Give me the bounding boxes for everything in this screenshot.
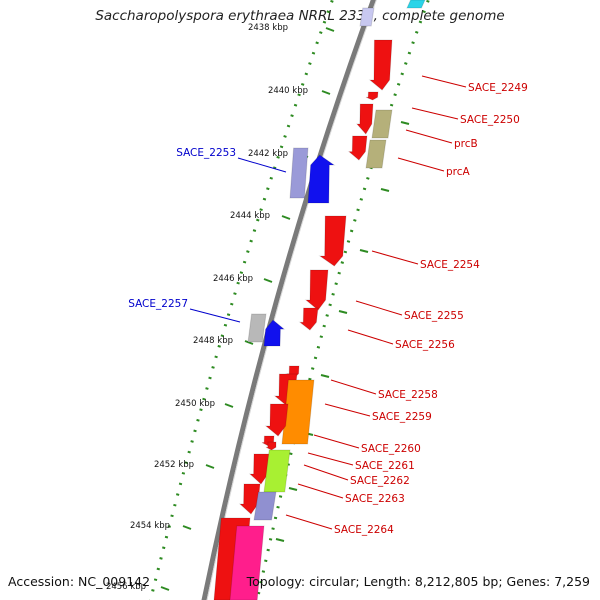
gene-prcA-olive: [365, 139, 387, 169]
gene-prcA: [347, 135, 368, 161]
kbp-tick-label: 2450 kbp: [175, 399, 215, 409]
gene-label-prcB: prcB: [454, 138, 478, 150]
gene-prcB: [355, 103, 374, 135]
kbp-tick-label: 2456 kbp: [106, 582, 146, 592]
gene-label-SACE_2255: SACE_2255: [404, 310, 464, 322]
gene-SACE_2264-magenta: [229, 525, 265, 600]
gene-SACE_2256: [298, 307, 319, 331]
kbp-tick-mark: [160, 586, 170, 591]
gene-label-SACE_2258: SACE_2258: [378, 389, 438, 401]
label-leader-line: [347, 329, 394, 345]
gene-SACE_2249: [368, 39, 393, 91]
kbp-tick-label: 2444 kbp: [230, 211, 270, 221]
kbp-tick-mark: [281, 215, 291, 220]
gene-SACE_2253-gray: [289, 147, 309, 199]
kbp-tick-mark: [224, 403, 234, 408]
gene-label-SACE_2259: SACE_2259: [372, 411, 432, 423]
gene-SACE_2263-gray: [253, 491, 277, 521]
map-title: Saccharopolyspora erythraea NRRL 2338, c…: [95, 8, 505, 24]
minor-tick-mark: [288, 487, 298, 491]
gene-SACE_2255: [304, 269, 329, 311]
kbp-tick-label: 2452 kbp: [154, 460, 194, 470]
gene-SACE_2257: [263, 319, 286, 347]
gene-SACE_2261b: [265, 441, 277, 451]
minor-tick-mark: [338, 310, 348, 314]
gene-label-SACE_2264: SACE_2264: [334, 524, 394, 536]
label-leader-line: [237, 157, 287, 173]
kbp-tick-label: 2440 kbp: [268, 86, 308, 96]
kbp-tick-label: 2454 kbp: [130, 521, 170, 531]
label-leader-line: [405, 129, 453, 144]
gene-cyan-top: [406, 0, 426, 9]
label-leader-line: [411, 107, 459, 120]
gene-SACE_2263: [238, 483, 261, 515]
gene-label-SACE_2260: SACE_2260: [361, 443, 421, 455]
gene-SACE_2260: [264, 403, 289, 437]
label-leader-line: [313, 434, 360, 449]
kbp-tick-mark: [321, 90, 331, 95]
gene-label-SACE_2256: SACE_2256: [395, 339, 455, 351]
topology-text: Topology: circular; Length: 8,212,805 bp…: [246, 574, 590, 589]
label-leader-line: [303, 464, 349, 481]
kbp-tick-mark: [244, 340, 254, 345]
kbp-tick-mark: [205, 464, 215, 469]
gene-label-SACE_2253: SACE_2253: [176, 147, 236, 159]
gene-SACE_2250: [365, 91, 379, 101]
gene-SACE_2257-gray: [247, 313, 267, 343]
label-leader-line: [371, 250, 419, 265]
minor-tick-mark: [400, 121, 410, 125]
kbp-tick-label: 2442 kbp: [248, 149, 288, 159]
kbp-tick-mark: [263, 278, 273, 283]
kbp-tick-label: 2446 kbp: [213, 274, 253, 284]
gene-SACE_2262-lime: [263, 449, 291, 493]
minor-tick-mark: [275, 538, 285, 542]
gene-label-SACE_2257: SACE_2257: [128, 298, 188, 310]
label-leader-line: [330, 379, 377, 395]
gene-SACE_2253: [307, 154, 336, 204]
label-leader-line: [297, 483, 344, 499]
label-leader-line: [324, 403, 371, 417]
kbp-tick-label: 2448 kbp: [193, 336, 233, 346]
minor-tick-mark: [359, 249, 369, 253]
label-leader-line: [307, 452, 354, 466]
minor-tick-mark: [320, 374, 330, 378]
kbp-tick-mark: [182, 525, 192, 530]
label-leader-line: [285, 514, 333, 530]
gene-label-SACE_2261: SACE_2261: [355, 460, 415, 472]
gene-label-SACE_2262: SACE_2262: [350, 475, 410, 487]
kbp-tick-mark: [325, 27, 335, 32]
accession-text: Accession: NC_009142: [8, 574, 151, 589]
gene-label-SACE_2254: SACE_2254: [420, 259, 480, 271]
label-leader-line: [189, 308, 241, 323]
gene-label-prcA: prcA: [446, 166, 471, 178]
label-leader-line: [421, 75, 467, 88]
gene-label-SACE_2250: SACE_2250: [460, 114, 520, 126]
gene-label-SACE_2263: SACE_2263: [345, 493, 405, 505]
label-leader-line: [355, 300, 403, 316]
kbp-tick-label: 2438 kbp: [248, 23, 288, 33]
minor-tick-mark: [380, 188, 390, 192]
label-leader-line: [397, 157, 445, 172]
gene-prcB-olive: [371, 109, 393, 139]
gene-lavender-top: [359, 7, 375, 27]
gene-SACE_2254: [318, 215, 347, 267]
gene-label-SACE_2249: SACE_2249: [468, 82, 528, 94]
